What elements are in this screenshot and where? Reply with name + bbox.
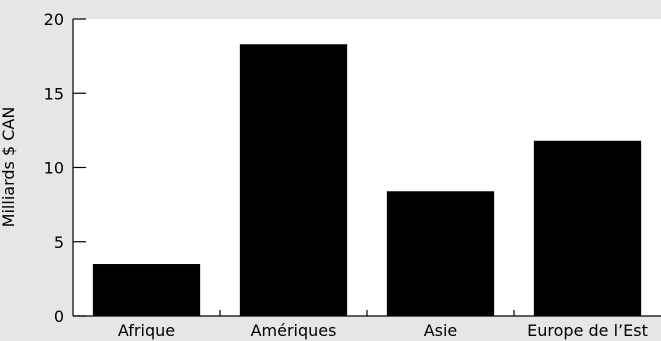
bar-0 [92,264,201,316]
y-axis-title: Milliards $ CAN [0,107,18,228]
y-tick-label: 20 [44,10,64,29]
x-tick-label: Asie [424,321,458,340]
x-tick-label: Amériques [251,321,337,340]
bar-1 [239,44,348,317]
x-tick-label: Afrique [118,321,175,340]
bar-3 [533,140,642,316]
bar-2 [386,191,495,316]
y-tick-label: 15 [44,84,64,103]
y-tick-label: 5 [54,233,64,252]
y-axis: 0 5 10 15 20 [44,10,86,326]
bars [92,44,642,317]
y-tick-label: 0 [54,307,64,326]
y-tick-label: 10 [44,159,64,178]
x-axis: Afrique Amériques Asie Europe de l’Est [73,310,661,340]
x-tick-label: Europe de l’Est [527,321,648,340]
